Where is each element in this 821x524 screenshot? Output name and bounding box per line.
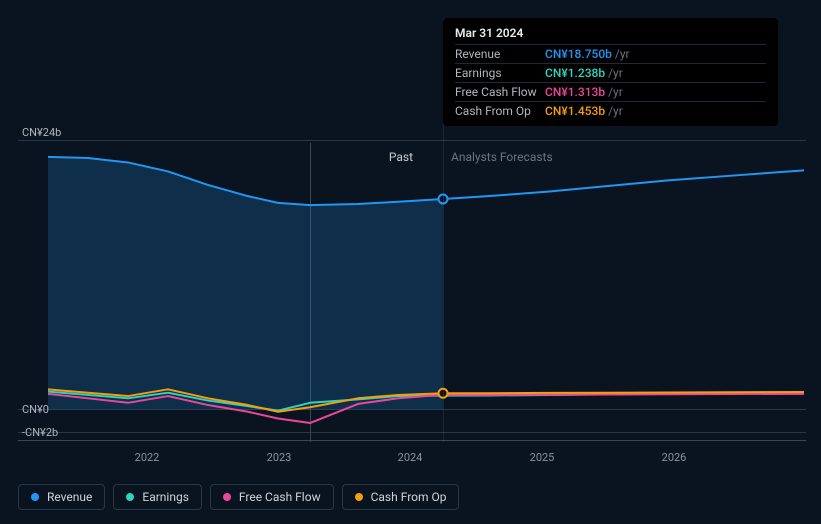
plot-area[interactable] (48, 140, 804, 440)
tooltip-row-unit: /yr (615, 47, 630, 61)
tooltip-row-value: CN¥18.750b (545, 47, 612, 61)
legend-item-earnings[interactable]: Earnings (113, 484, 202, 510)
tooltip-row-value: CN¥1.313b (545, 85, 605, 99)
x-tick-label: 2024 (398, 451, 423, 464)
x-tick-label: 2026 (662, 451, 687, 464)
tooltip-row-value: CN¥1.238b (545, 66, 605, 80)
tooltip-row: Earnings CN¥1.238b /yr (455, 63, 766, 82)
x-tick-label: 2022 (135, 451, 160, 464)
y-tick-label: CN¥0 (22, 403, 49, 416)
tooltip-row-unit: /yr (608, 104, 623, 118)
tooltip-title: Mar 31 2024 (455, 26, 766, 40)
baseline (18, 440, 806, 441)
tooltip-row-label: Free Cash Flow (455, 85, 545, 99)
legend-item-label: Cash From Op (371, 490, 447, 504)
chart-tooltip: Mar 31 2024 Revenue CN¥18.750b /yr Earni… (443, 18, 778, 126)
legend-dot-icon (31, 493, 39, 501)
legend-item-cash-from-op[interactable]: Cash From Op (342, 484, 460, 510)
x-tick-label: 2023 (267, 451, 292, 464)
financials-chart: CN¥24b CN¥0 -CN¥2b 2022 2023 2024 2025 2… (0, 0, 821, 524)
tooltip-row-unit: /yr (608, 66, 623, 80)
tooltip-row-label: Cash From Op (455, 104, 545, 118)
tooltip-row-value: CN¥1.453b (545, 104, 605, 118)
legend-item-label: Revenue (47, 490, 92, 504)
x-tick-label: 2025 (530, 451, 555, 464)
y-tick-label: CN¥24b (22, 126, 61, 139)
tooltip-row: Revenue CN¥18.750b /yr (455, 44, 766, 63)
legend-item-free-cash-flow[interactable]: Free Cash Flow (210, 484, 334, 510)
chart-svg (48, 140, 804, 440)
legend: Revenue Earnings Free Cash Flow Cash Fro… (18, 484, 459, 510)
legend-item-revenue[interactable]: Revenue (18, 484, 105, 510)
tooltip-row: Free Cash Flow CN¥1.313b /yr (455, 82, 766, 101)
legend-dot-icon (223, 493, 231, 501)
tooltip-row-label: Revenue (455, 47, 545, 61)
legend-item-label: Free Cash Flow (239, 490, 321, 504)
tooltip-row-label: Earnings (455, 66, 545, 80)
tooltip-row: Cash From Op CN¥1.453b /yr (455, 101, 766, 120)
legend-item-label: Earnings (142, 490, 189, 504)
tooltip-row-unit: /yr (608, 85, 623, 99)
legend-dot-icon (355, 493, 363, 501)
legend-dot-icon (126, 493, 134, 501)
